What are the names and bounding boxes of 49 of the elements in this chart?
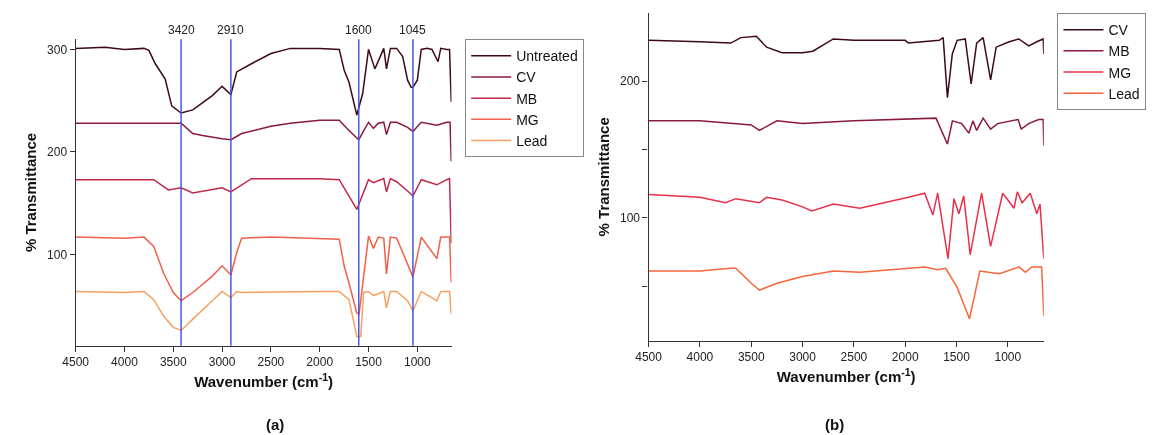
ref-line-label: 3420 [168, 23, 196, 37]
x-tick-label: 1500 [943, 350, 971, 365]
x-tick-label: 2500 [840, 350, 868, 365]
y-tick-label: 200 [47, 145, 68, 160]
ref-line-label: 2910 [217, 23, 245, 37]
y-tick-label: 300 [47, 42, 68, 57]
line-series [75, 177, 452, 245]
legend-label: CV [516, 69, 537, 86]
x-axis-title: Wavenumber (cm$^{-1}$) [194, 371, 333, 391]
x-tick-label: 4000 [111, 355, 139, 370]
x-tick-label: 4000 [686, 350, 714, 365]
x-tick-label: 1500 [355, 355, 383, 370]
ref-line-label: 1045 [399, 23, 427, 37]
y-axis-title: % Transmittance [595, 117, 613, 237]
text: (b) [825, 416, 845, 433]
y-tick-label: 200 [620, 74, 641, 89]
x-tick-label: 2000 [306, 355, 334, 370]
line-series [648, 35, 1044, 99]
legend-label: Lead [516, 133, 548, 150]
line-series [648, 117, 1044, 147]
y-tick-label: 100 [47, 247, 68, 262]
text: (a) [266, 416, 285, 433]
ref-line-label: 1600 [345, 23, 373, 37]
line-series [648, 266, 1044, 320]
line-series [75, 46, 452, 116]
x-axis-title: Wavenumber (cm$^{-1}$) [776, 365, 916, 386]
legend-label: MG [516, 111, 539, 128]
legend-label: MB [1108, 43, 1130, 60]
x-tick-label: 1000 [403, 355, 432, 370]
x-tick-label: 3500 [737, 350, 765, 365]
y-tick-label: 100 [620, 210, 641, 225]
legend-label: CV [1108, 22, 1129, 39]
line-series [75, 119, 452, 162]
x-tick-label: 3000 [208, 355, 236, 370]
y-axis-title: % Transmittance [22, 132, 40, 253]
line-series [648, 191, 1044, 260]
x-tick-label: 4500 [62, 355, 90, 370]
legend-label: Lead [1108, 85, 1140, 102]
x-tick-label: 3000 [789, 350, 817, 365]
x-tick-label: 2000 [891, 350, 919, 365]
legend-label: MG [1108, 64, 1132, 81]
x-tick-label: 2500 [257, 355, 285, 370]
legend-label: Untreated [516, 48, 578, 65]
x-tick-label: 4500 [635, 350, 663, 365]
x-tick-label: 1000 [994, 350, 1022, 365]
line-series [75, 235, 452, 315]
x-tick-label: 3500 [159, 355, 187, 370]
legend-label: MB [516, 90, 538, 107]
line-series [75, 290, 452, 338]
